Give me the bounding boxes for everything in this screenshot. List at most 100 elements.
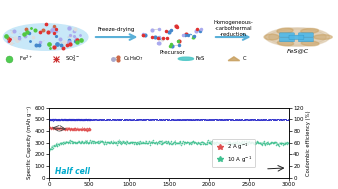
Point [112,141,118,144]
Point [73,140,78,143]
Point [81,118,86,121]
Point [142,118,147,121]
Point [193,118,198,121]
Point [113,118,119,121]
Point [168,118,173,121]
Point [263,142,268,145]
Point [71,118,77,121]
Point [223,118,229,121]
Point [209,118,215,121]
Point [196,141,202,144]
Point [68,119,73,122]
Point [252,118,258,121]
Point [55,127,60,130]
Point [186,119,192,122]
Point [70,141,75,144]
Point [68,118,73,121]
Point [76,127,82,130]
Point [49,118,54,121]
Point [268,140,274,143]
Point [114,118,120,121]
Point [241,118,246,121]
Point [73,118,78,121]
Point [74,128,79,131]
Point [106,140,112,143]
Point [51,127,56,130]
Point [72,141,77,144]
Point [197,118,202,121]
Point [206,118,212,121]
Point [55,119,61,122]
Point [246,141,251,144]
Point [241,141,246,144]
Point [184,118,189,121]
Point [76,118,81,121]
Point [246,118,251,121]
Point [215,140,220,143]
Point [248,118,254,121]
Point [260,141,266,144]
Point [63,141,68,144]
Point [280,141,285,144]
Point [64,118,69,121]
Point [247,140,252,143]
Point [150,139,155,142]
Point [129,119,135,122]
Point [139,142,145,145]
Point [257,118,262,121]
Point [127,118,132,121]
Ellipse shape [301,28,318,33]
Point [233,141,238,144]
Point [80,127,86,130]
Point [94,118,99,121]
Point [162,118,167,121]
Point [129,118,134,121]
Point [46,118,52,121]
Point [255,118,260,121]
Point [118,118,123,121]
Point [180,140,186,143]
Point [152,118,158,121]
Point [213,118,218,121]
Point [110,142,115,145]
Point [270,141,276,144]
Point [268,118,273,121]
Point [230,118,235,121]
Point [191,141,196,144]
Point [285,142,291,145]
Point [58,127,63,130]
Point [93,118,98,121]
Point [75,118,80,121]
Point [265,141,270,144]
Point [167,118,172,121]
Point [52,118,57,121]
Point [87,119,92,122]
Point [252,142,257,145]
Point [222,118,227,121]
Point [277,119,283,122]
Point [207,118,213,121]
Point [196,118,201,121]
Point [146,139,152,143]
Point [79,139,84,142]
Point [52,118,57,121]
Point [154,118,159,121]
Point [179,142,185,145]
Point [52,127,58,130]
Point [200,117,206,120]
Point [75,118,81,121]
Point [151,118,156,121]
Point [80,140,85,143]
Point [98,141,103,144]
Point [174,118,179,121]
Point [119,142,125,145]
Point [84,140,90,143]
Point [186,118,191,121]
Point [136,118,141,121]
Point [55,118,61,121]
Point [50,119,55,122]
Point [63,140,69,143]
Point [159,141,165,144]
Point [187,119,192,122]
Point [262,118,268,121]
